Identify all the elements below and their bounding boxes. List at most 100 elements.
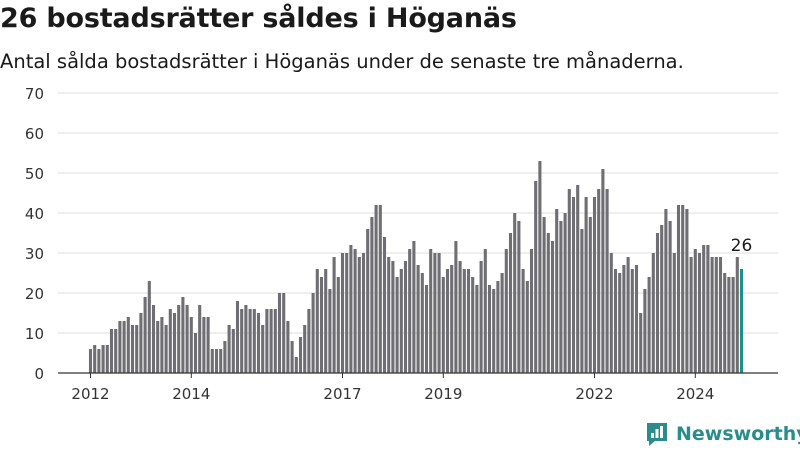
bar <box>156 321 160 373</box>
bar <box>399 269 403 373</box>
chart-subtitle: Antal sålda bostadsrätter i Höganäs unde… <box>0 50 684 73</box>
bar <box>672 253 676 373</box>
bar <box>676 205 681 373</box>
bar <box>357 257 361 373</box>
bar <box>105 345 109 373</box>
bar <box>622 265 626 373</box>
bar <box>601 169 605 373</box>
bar <box>710 257 714 373</box>
bar <box>521 269 525 373</box>
bar <box>592 197 597 373</box>
bar <box>361 253 366 373</box>
y-tick-label: 10 <box>25 325 44 343</box>
bar <box>563 213 567 373</box>
bar <box>626 257 630 373</box>
bar <box>492 289 496 373</box>
bar <box>651 253 655 373</box>
bar <box>693 249 697 373</box>
bar <box>374 205 378 373</box>
y-tick-label: 60 <box>25 125 44 143</box>
x-tick-label: 2012 <box>71 385 109 403</box>
bar <box>500 273 504 373</box>
bar <box>219 349 223 373</box>
bar <box>542 217 546 373</box>
bar <box>613 269 618 373</box>
bar <box>639 313 643 373</box>
bar <box>508 233 513 373</box>
bar <box>567 189 571 373</box>
bar <box>290 341 294 373</box>
bar <box>550 241 555 373</box>
bar <box>210 349 214 373</box>
bar <box>555 209 559 373</box>
bar <box>88 349 93 373</box>
bar <box>214 349 219 373</box>
bar <box>660 225 664 373</box>
bar <box>315 269 319 373</box>
bar <box>282 293 286 373</box>
bar <box>227 325 231 373</box>
y-tick-label: 70 <box>25 85 44 103</box>
bar <box>630 269 634 373</box>
bar <box>731 277 735 373</box>
bar <box>395 277 399 373</box>
bar <box>256 313 261 373</box>
x-tick-label: 2019 <box>424 385 462 403</box>
bar <box>202 317 206 373</box>
y-tick-label: 20 <box>25 285 44 303</box>
bar <box>147 281 151 373</box>
bar <box>311 293 315 373</box>
bar <box>286 321 290 373</box>
bar <box>248 309 252 373</box>
bar <box>391 261 395 373</box>
bar <box>529 249 534 373</box>
bar <box>387 257 391 373</box>
bar <box>307 309 311 373</box>
annotations: 26 <box>731 236 753 256</box>
bar <box>664 209 668 373</box>
bar <box>252 309 256 373</box>
bar <box>240 309 244 373</box>
bar <box>496 281 500 373</box>
bar <box>525 281 529 373</box>
x-axis: 2012 2014 2017 2019 2022 2024 <box>71 373 714 403</box>
y-tick-label: 30 <box>25 245 44 263</box>
bar <box>130 325 135 373</box>
bar <box>265 309 269 373</box>
bar <box>462 269 466 373</box>
bar <box>727 277 731 373</box>
bar <box>697 253 702 373</box>
bar <box>517 221 521 373</box>
bar <box>471 277 475 373</box>
bar <box>93 345 97 373</box>
bar <box>576 185 580 373</box>
brand-name: Newsworthy <box>676 423 800 445</box>
bar <box>244 305 248 373</box>
bar <box>109 329 114 373</box>
bar <box>101 345 105 373</box>
bar <box>546 233 550 373</box>
bar <box>479 261 483 373</box>
bar <box>424 285 429 373</box>
bar <box>340 253 345 373</box>
bar <box>97 349 101 373</box>
bar <box>403 261 408 373</box>
bar <box>466 269 471 373</box>
bar <box>429 249 433 373</box>
bar <box>353 249 357 373</box>
bar <box>714 257 718 373</box>
bar <box>420 273 424 373</box>
x-tick-label: 2024 <box>676 385 714 403</box>
bar <box>114 329 118 373</box>
bar <box>382 237 387 373</box>
bar <box>135 325 139 373</box>
bar <box>584 197 588 373</box>
x-tick-label: 2014 <box>172 385 210 403</box>
bar <box>269 309 273 373</box>
bar <box>483 249 487 373</box>
bar <box>172 313 177 373</box>
bar <box>177 305 181 373</box>
bar <box>735 257 739 373</box>
bar <box>160 317 164 373</box>
y-tick-label: 50 <box>25 165 44 183</box>
